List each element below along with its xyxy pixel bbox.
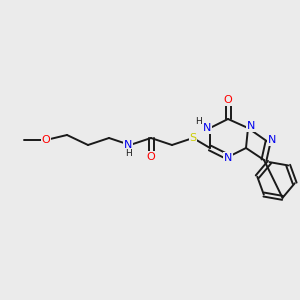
Text: H: H bbox=[124, 149, 131, 158]
Text: O: O bbox=[224, 95, 232, 105]
Text: N: N bbox=[224, 153, 232, 163]
Text: N: N bbox=[268, 135, 276, 145]
Text: O: O bbox=[42, 135, 50, 145]
Text: N: N bbox=[124, 140, 132, 150]
Text: N: N bbox=[203, 123, 211, 133]
Text: O: O bbox=[147, 152, 155, 162]
Text: H: H bbox=[196, 116, 202, 125]
Text: S: S bbox=[189, 133, 197, 143]
Text: N: N bbox=[247, 121, 255, 131]
